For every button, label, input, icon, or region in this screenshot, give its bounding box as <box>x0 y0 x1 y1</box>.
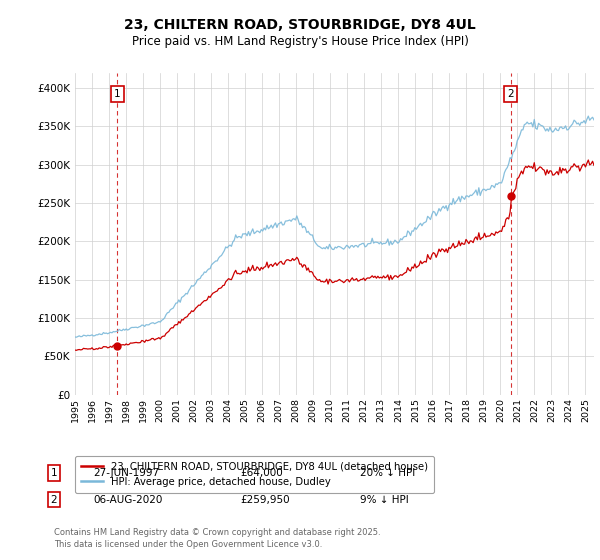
Legend: 23, CHILTERN ROAD, STOURBRIDGE, DY8 4UL (detached house), HPI: Average price, de: 23, CHILTERN ROAD, STOURBRIDGE, DY8 4UL … <box>75 456 434 493</box>
Text: 1: 1 <box>50 468 58 478</box>
Text: 1: 1 <box>114 88 121 99</box>
Text: Contains HM Land Registry data © Crown copyright and database right 2025.
This d: Contains HM Land Registry data © Crown c… <box>54 528 380 549</box>
Text: £259,950: £259,950 <box>240 494 290 505</box>
Text: 06-AUG-2020: 06-AUG-2020 <box>93 494 163 505</box>
Text: 2: 2 <box>508 88 514 99</box>
Text: 2: 2 <box>50 494 58 505</box>
Text: 27-JUN-1997: 27-JUN-1997 <box>93 468 159 478</box>
Text: 23, CHILTERN ROAD, STOURBRIDGE, DY8 4UL: 23, CHILTERN ROAD, STOURBRIDGE, DY8 4UL <box>124 18 476 32</box>
Text: 20% ↓ HPI: 20% ↓ HPI <box>360 468 415 478</box>
Text: Price paid vs. HM Land Registry's House Price Index (HPI): Price paid vs. HM Land Registry's House … <box>131 35 469 49</box>
Text: £64,000: £64,000 <box>240 468 283 478</box>
Text: 9% ↓ HPI: 9% ↓ HPI <box>360 494 409 505</box>
